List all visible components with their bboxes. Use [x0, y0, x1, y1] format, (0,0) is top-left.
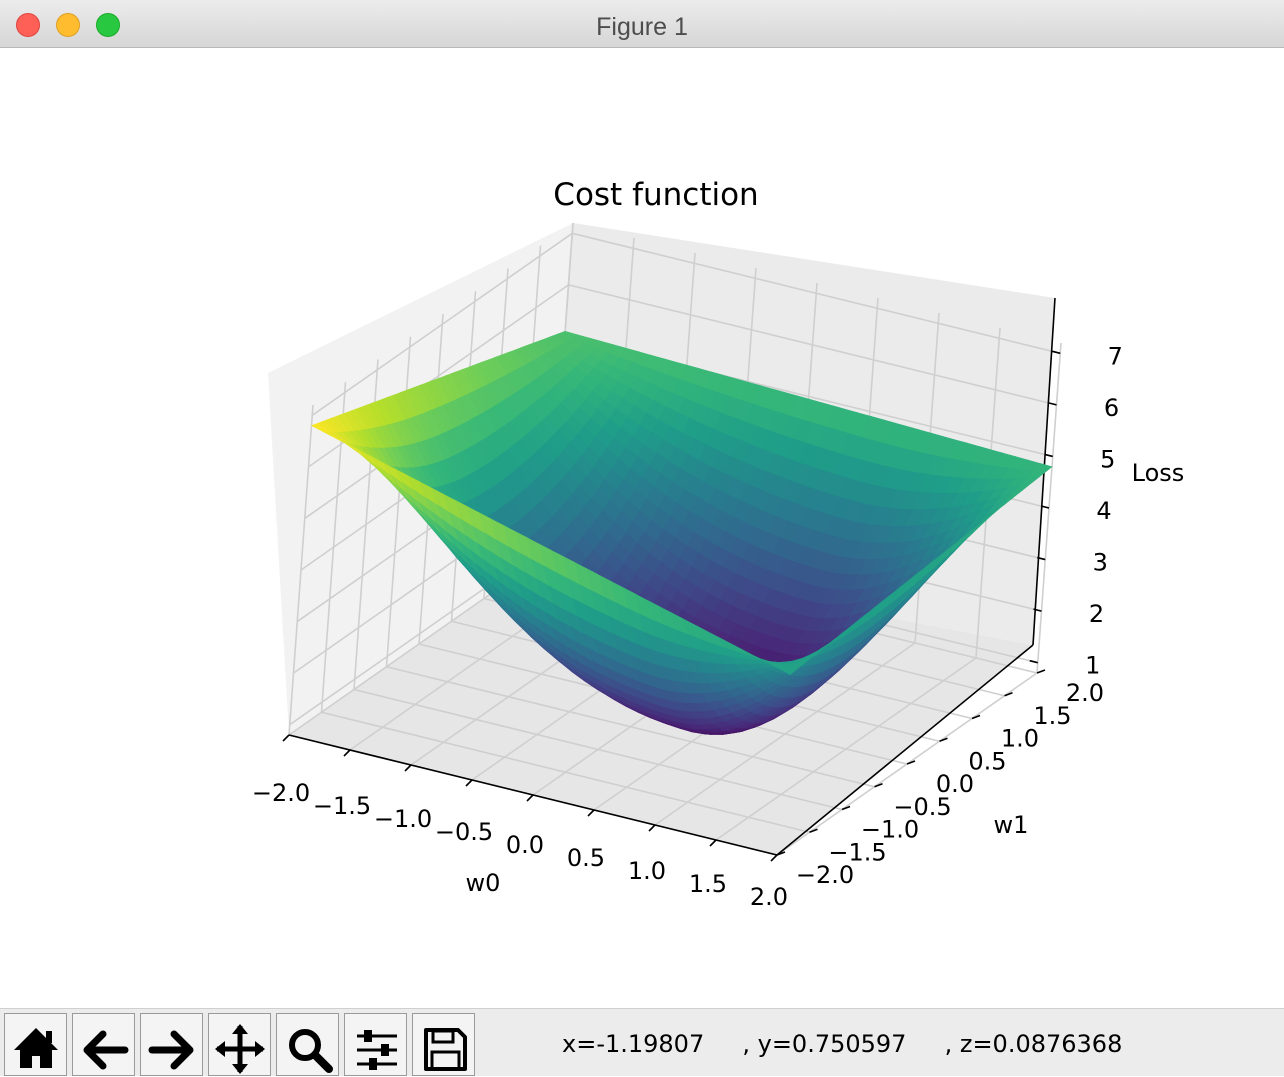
x-tick-label: 1.0 [628, 857, 666, 885]
x-tick-label: −1.5 [313, 792, 371, 820]
chart-figure[interactable]: −2.0 −1.5 −1.0 −0.5 0.0 0.5 1.0 1.5 2.0−2.0−1.5−… [0, 48, 1284, 1008]
x-tick [770, 854, 778, 862]
x-tick-label: −0.5 [435, 818, 493, 846]
arrow-left-icon [83, 1030, 129, 1070]
z-tick-label: 7 [1108, 342, 1123, 370]
y-axis-label: w1 [994, 811, 1029, 839]
tick-marks [282, 350, 1061, 862]
zoom-button[interactable] [276, 1013, 339, 1076]
y-tick-label: −1.0 [861, 816, 919, 844]
y-tick-label: 0.5 [968, 747, 1006, 775]
configure-subplots-button[interactable] [344, 1013, 407, 1076]
chart-title: Cost function [553, 177, 758, 213]
y-tick-label: 1.0 [1001, 725, 1039, 753]
cursor-coordinates: x=-1.19807 , y=0.750597 , z=0.0876368 [562, 1030, 1123, 1058]
y-tick [1004, 692, 1013, 697]
y-tick-label: 0.0 [936, 770, 974, 798]
y-tick [874, 783, 883, 788]
y-tick-label: 2.0 [1066, 679, 1104, 707]
y-tick [971, 714, 981, 720]
z-tick-label: 1 [1085, 652, 1100, 680]
loss-surface [310, 330, 1053, 735]
x-tick [587, 809, 595, 817]
x-tick [526, 794, 534, 802]
y-tick [906, 760, 916, 765]
home-button[interactable] [4, 1013, 67, 1076]
y-tick [809, 828, 818, 833]
navigation-toolbar [0, 1008, 1284, 1076]
x-tick-label: 0.5 [567, 844, 605, 872]
z-tick [1033, 608, 1042, 612]
sliders-icon [357, 1030, 397, 1070]
minimize-window-button[interactable] [56, 13, 80, 37]
move-icon [215, 1024, 265, 1074]
y-tick [776, 851, 786, 856]
home-icon [14, 1028, 58, 1068]
y-tick-label: −2.0 [796, 861, 854, 889]
x-tick-label: 1.5 [689, 870, 727, 898]
gridline-z-left [311, 232, 573, 416]
z-tick [1048, 402, 1057, 406]
maximize-window-button[interactable] [96, 13, 120, 37]
z-tick [1052, 350, 1061, 355]
forward-button[interactable] [140, 1013, 203, 1076]
x-tick-label: 0.0 [506, 831, 544, 859]
z-tick-label: 6 [1104, 394, 1119, 422]
magnifier-icon [289, 1029, 333, 1073]
z-tick-label: 2 [1089, 600, 1104, 628]
z-tick [1040, 505, 1050, 509]
z-tick [1044, 453, 1053, 458]
pan-button[interactable] [208, 1013, 271, 1076]
save-button[interactable] [412, 1013, 475, 1076]
y-tick [841, 805, 851, 811]
x-tick-label: −1.0 [374, 805, 432, 833]
gridline-z-back [572, 232, 1061, 355]
arrow-right-icon [148, 1030, 194, 1070]
y-axis-line [776, 644, 1034, 856]
surface-patch [310, 422, 331, 433]
x-axis-label: w0 [466, 869, 501, 897]
x-tick [404, 764, 412, 772]
y-tick [939, 737, 948, 742]
gridline-y-floor [353, 688, 843, 811]
y-tick-label: −1.5 [828, 838, 886, 866]
x-tick-label: −2.0 [252, 779, 310, 807]
z-tick-label: 5 [1100, 445, 1115, 473]
z-tick-label: 4 [1096, 497, 1111, 525]
x-tick [282, 734, 290, 742]
x-tick [648, 824, 656, 832]
z-tick [1029, 659, 1038, 664]
y-tick-label: −0.5 [893, 793, 951, 821]
x-tick [343, 749, 351, 757]
x-tick [709, 839, 717, 847]
z-axis-label: Loss [1132, 459, 1185, 487]
x-tick [465, 779, 473, 787]
gridline-z-back [568, 284, 1057, 406]
floppy-disk-icon [424, 1028, 467, 1071]
y-tick-label: 1.5 [1033, 702, 1071, 730]
z-tick-label: 3 [1093, 549, 1108, 577]
window-title: Figure 1 [596, 13, 688, 41]
close-window-button[interactable] [16, 13, 40, 37]
tick-labels: −2.0 −1.5 −1.0 −0.5 0.0 0.5 1.0 1.5 2.0−2.0−1.5−… [252, 342, 1123, 911]
back-button[interactable] [72, 1013, 135, 1076]
gridline-y-floor [321, 711, 810, 834]
z-tick [1037, 556, 1046, 561]
y-tick [1036, 669, 1046, 674]
window-titlebar: Figure 1 [0, 0, 1284, 48]
gridline-y-floor [386, 665, 875, 788]
x-tick-label: 2.0 [750, 883, 788, 911]
